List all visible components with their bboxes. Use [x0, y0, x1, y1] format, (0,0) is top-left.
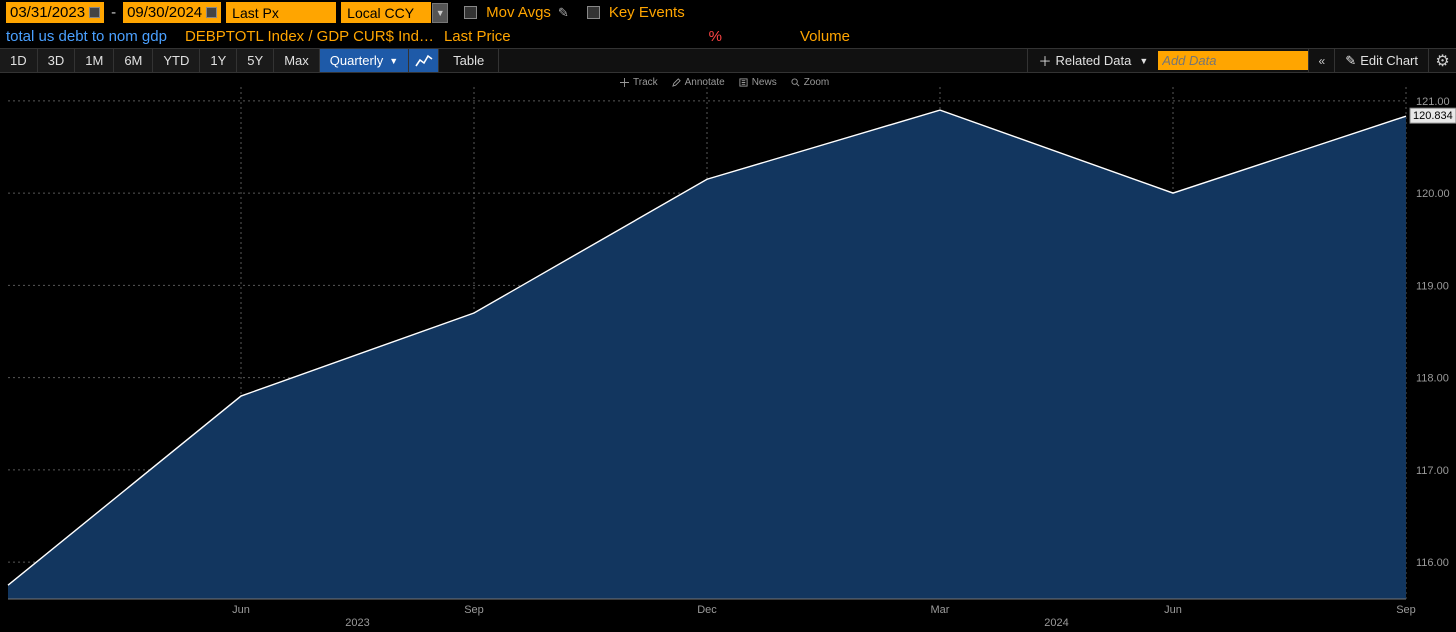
percent-symbol: % — [709, 28, 722, 45]
last-value-text: 120.834 — [1413, 110, 1453, 122]
add-data-input[interactable] — [1158, 51, 1308, 70]
period-6m-button[interactable]: 6M — [114, 49, 153, 72]
price-field-select[interactable]: Last Px — [226, 2, 336, 23]
x-tick-label: Jun — [232, 604, 250, 616]
top-controls-row: 03/31/2023 - 09/30/2024 Last Px Local CC… — [0, 0, 1456, 25]
y-tick-label: 118.00 — [1416, 373, 1449, 385]
y-tick-label: 120.00 — [1416, 188, 1450, 200]
date-from-input[interactable]: 03/31/2023 — [6, 2, 104, 23]
y-tick-label: 117.00 — [1416, 465, 1449, 477]
date-range-separator: - — [109, 4, 118, 21]
key-events-checkbox[interactable] — [587, 6, 600, 19]
y-tick-label: 116.00 — [1416, 557, 1449, 569]
volume-label: Volume — [800, 28, 850, 45]
x-tick-year-label: 2024 — [1044, 617, 1068, 629]
x-tick-label: Dec — [697, 604, 717, 616]
calendar-icon[interactable] — [89, 7, 100, 18]
period-toolbar: 1D3D1M6MYTD1Y5YMax Quarterly ▼ Table ＋ R… — [0, 48, 1456, 73]
pencil-icon: ✎ — [1345, 53, 1356, 69]
calendar-icon[interactable] — [206, 7, 217, 18]
x-tick-label: Jun — [1164, 604, 1182, 616]
y-tick-label: 121.00 — [1416, 96, 1450, 108]
period-1d-button[interactable]: 1D — [0, 49, 38, 72]
edit-chart-button[interactable]: ✎ Edit Chart — [1334, 49, 1428, 72]
x-tick-year-label: 2023 — [345, 617, 369, 629]
plus-icon: ＋ — [1038, 51, 1051, 70]
related-data-label: Related Data — [1055, 53, 1131, 68]
x-tick-label: Sep — [1396, 604, 1416, 616]
series-ticker: DEBPTOTL Index / GDP CUR$ Ind… — [185, 28, 434, 45]
date-to-input[interactable]: 09/30/2024 — [123, 2, 221, 23]
period-quarterly-button[interactable]: Quarterly ▼ — [320, 49, 409, 72]
period-3d-button[interactable]: 3D — [38, 49, 76, 72]
price-label: Last Price — [444, 28, 511, 45]
period-max-button[interactable]: Max — [274, 49, 320, 72]
settings-button[interactable]: ⚙ — [1428, 49, 1456, 72]
chevron-down-icon: ▼ — [389, 56, 398, 66]
gear-icon: ⚙ — [1435, 51, 1449, 71]
currency-select-wrap: Local CCY ▼ — [341, 2, 448, 23]
chart-svg[interactable]: 116.00 117.00 118.00 119.00 120.00 121.00 Jun S… — [0, 73, 1456, 632]
y-tick-label: 119.00 — [1416, 280, 1449, 292]
period-1y-button[interactable]: 1Y — [200, 49, 237, 72]
currency-label: Local CCY — [347, 5, 414, 21]
edit-chart-label: Edit Chart — [1360, 53, 1418, 68]
x-tick-label: Mar — [931, 604, 950, 616]
info-row: total us debt to nom gdp DEBPTOTL Index … — [0, 25, 1456, 48]
collapse-button[interactable]: « — [1308, 49, 1334, 72]
period-quarterly-label: Quarterly — [330, 53, 383, 68]
chevrons-left-icon: « — [1318, 54, 1325, 68]
chevron-down-icon[interactable]: ▼ — [432, 3, 448, 23]
date-from-value: 03/31/2023 — [10, 4, 85, 21]
mov-avgs-label[interactable]: Mov Avgs — [486, 4, 551, 21]
related-data-button[interactable]: ＋ Related Data ▼ — [1027, 49, 1158, 72]
period-1m-button[interactable]: 1M — [75, 49, 114, 72]
chart-type-line-button[interactable] — [409, 49, 439, 72]
key-events-label[interactable]: Key Events — [609, 4, 685, 21]
chevron-down-icon: ▼ — [1139, 56, 1148, 66]
x-tick-label: Sep — [464, 604, 484, 616]
table-label: Table — [453, 53, 484, 68]
period-ytd-button[interactable]: YTD — [153, 49, 200, 72]
mov-avgs-checkbox[interactable] — [464, 6, 477, 19]
chart-area: Track Annotate News Zoom 116.00117.00118… — [0, 73, 1456, 632]
table-button[interactable]: Table — [439, 49, 499, 72]
line-chart-icon — [415, 54, 433, 68]
period-button-group: 1D3D1M6MYTD1Y5YMax — [0, 49, 320, 72]
date-to-value: 09/30/2024 — [127, 4, 202, 21]
series-description: total us debt to nom gdp — [6, 28, 167, 45]
pencil-icon[interactable]: ✎ — [558, 5, 569, 21]
period-5y-button[interactable]: 5Y — [237, 49, 274, 72]
currency-select[interactable]: Local CCY — [341, 2, 431, 23]
price-field-label: Last Px — [232, 5, 279, 21]
series-area — [8, 110, 1406, 599]
